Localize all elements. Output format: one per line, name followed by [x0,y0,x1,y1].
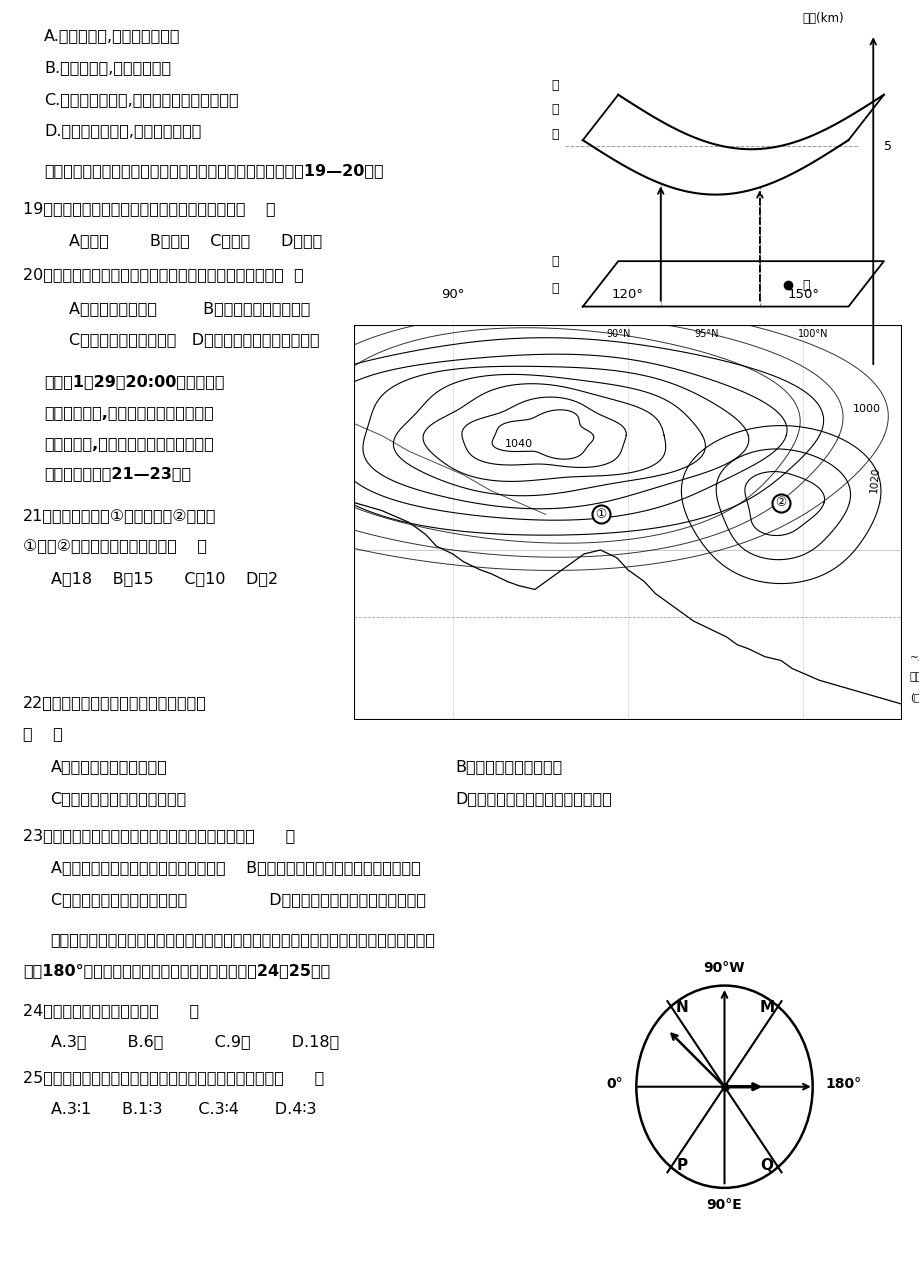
Text: ②: ② [775,496,786,510]
Text: ①地与②地气压差最大值可能是（    ）: ①地与②地气压差最大值可能是（ ） [23,539,207,554]
Text: D．阴雨天气出现，大气逆辐射增温: D．阴雨天气出现，大气逆辐射增温 [455,791,611,806]
Text: (单位:hPa): (单位:hPa) [909,692,919,702]
Text: C.甲河属于内流河,主要补给水源是冰雪融水: C.甲河属于内流河,主要补给水源是冰雪融水 [44,92,239,107]
Text: B.此时为夏季,气候温和湿润: B.此时为夏季,气候温和湿润 [44,60,171,75]
Text: 0°: 0° [606,1077,623,1091]
Text: 30°: 30° [917,544,919,557]
Text: A．天气持续晴朗，太阳辐射使气温上升    B．高压中心南移，气流下沉使气温上升: A．天气持续晴朗，太阳辐射使气温上升 B．高压中心南移，气流下沉使气温上升 [51,860,420,875]
Text: 23°26': 23°26' [917,612,919,622]
Text: 高度(km): 高度(km) [802,13,844,25]
Text: C．受低压控制，地面温度升高                D．阴雨天气出现，大气逆辐射增温: C．受低压控制，地面温度升高 D．阴雨天气出现，大气逆辐射增温 [51,892,425,907]
Text: Q: Q [760,1158,773,1173]
Text: 统明显转弱,我国东部地区日平均气温上: 统明显转弱,我国东部地区日平均气温上 [44,436,214,451]
Text: N: N [675,1000,687,1015]
Text: 下图为1月29日20:00亚洲部分区: 下图为1月29日20:00亚洲部分区 [44,375,224,390]
Text: C．南极冰川融化速度快   D．太行群山霜叶红于二月花: C．南极冰川融化速度快 D．太行群山霜叶红于二月花 [69,333,319,348]
Text: D.甲河属于外流河,水位季节变化大: D.甲河属于外流河,水位季节变化大 [44,124,201,139]
Text: 域天气形势图,未来几天大陆上的天气系: 域天气形势图,未来几天大陆上的天气系 [44,405,214,420]
Text: 100°N: 100°N [797,329,827,339]
Text: 1040: 1040 [504,440,532,450]
Text: 24．图示时刻，伦敦时间为（      ）: 24．图示时刻，伦敦时间为（ ） [23,1003,199,1018]
Text: 23．我国东部地区日平均气温上升的最可能原因为（      ）: 23．我国东部地区日平均气温上升的最可能原因为（ ） [23,828,295,843]
Text: A.3时        B.6时          C.9时        D.18时: A.3时 B.6时 C.9时 D.18时 [51,1034,338,1050]
Text: 地: 地 [550,282,558,294]
Text: （    ）: （ ） [23,726,62,741]
Text: 面: 面 [550,79,558,92]
Text: 90°E: 90°E [706,1199,742,1213]
Text: A．18    B．15      C．10    D．2: A．18 B．15 C．10 D．2 [51,571,278,586]
Text: 1020: 1020 [868,466,880,493]
Text: ①: ① [595,508,606,521]
Text: 20．若用此图说明气压带、风带的季节性移动，则此季节（  ）: 20．若用此图说明气压带、风带的季节性移动，则此季节（ ） [23,268,303,283]
Text: 等压线: 等压线 [909,673,919,683]
Text: 指向180°经线，长指针随时刻同步转动。据此完成24～25题。: 指向180°经线，长指针随时刻同步转动。据此完成24～25题。 [23,963,330,978]
Text: 升。读图，回答21—23题。: 升。读图，回答21—23题。 [44,466,191,482]
Text: 180°: 180° [824,1077,861,1091]
Text: 90°: 90° [440,288,464,301]
Text: 甲: 甲 [801,279,809,292]
Text: A．东南        B．西北    C．东北      D．西南: A．东南 B．西北 C．东北 D．西南 [69,233,322,248]
Text: 25．此时，新的一天所占范围与旧的一天所占范围之比为（      ）: 25．此时，新的一天所占范围与旧的一天所占范围之比为（ ） [23,1070,323,1085]
Text: 5: 5 [883,140,891,153]
Text: A．台湾以东洋面千里冰封: A．台湾以东洋面千里冰封 [51,759,167,775]
Text: P: P [675,1158,686,1173]
Text: 面: 面 [550,255,558,268]
Text: B．福建沿海发生风暴潮: B．福建沿海发生风暴潮 [455,759,562,775]
Text: 1000: 1000 [851,404,879,414]
Text: 21．图中气压中心①地气压低于②地，则: 21．图中气压中心①地气压低于②地，则 [23,508,216,524]
Text: A.3∶1      B.1∶3       C.3∶4       D.4∶3: A.3∶1 B.1∶3 C.3∶4 D.4∶3 [51,1102,316,1117]
Text: A.此时为冬季,该地区降水稀少: A.此时为冬季,该地区降水稀少 [44,28,180,43]
Text: 右图为某区域某季节高空一等压面空间分布示意图。读图完成19—20题。: 右图为某区域某季节高空一等压面空间分布示意图。读图完成19—20题。 [44,163,383,178]
Text: 为避免日期混乱，国际上划定了日期变更线。下图是小明同学设计的日期钟，其短指针固定: 为避免日期混乱，国际上划定了日期变更线。下图是小明同学设计的日期钟，其短指针固定 [51,933,435,948]
Text: A．开普敦温和多雨         B．华北平原冬小麦返青: A．开普敦温和多雨 B．华北平原冬小麦返青 [69,301,310,316]
Text: ~1020~: ~1020~ [909,652,919,662]
Text: M: M [759,1000,774,1015]
Text: 90°N: 90°N [606,329,630,339]
Text: 120°: 120° [611,288,643,301]
Text: 150°: 150° [787,288,818,301]
Text: 95°N: 95°N [694,329,719,339]
Text: 22．此时可能出现的现象或造成的影响是: 22．此时可能出现的现象或造成的影响是 [23,696,207,711]
Text: 90°W: 90°W [703,961,744,975]
Text: 19．据图判断，甲地此时近地面的风向最可能为（    ）: 19．据图判断，甲地此时近地面的风向最可能为（ ） [23,201,276,217]
Text: 等: 等 [550,127,558,140]
Text: C．受低压控制，地面温度升高: C．受低压控制，地面温度升高 [51,791,187,806]
Text: 压: 压 [550,103,558,116]
